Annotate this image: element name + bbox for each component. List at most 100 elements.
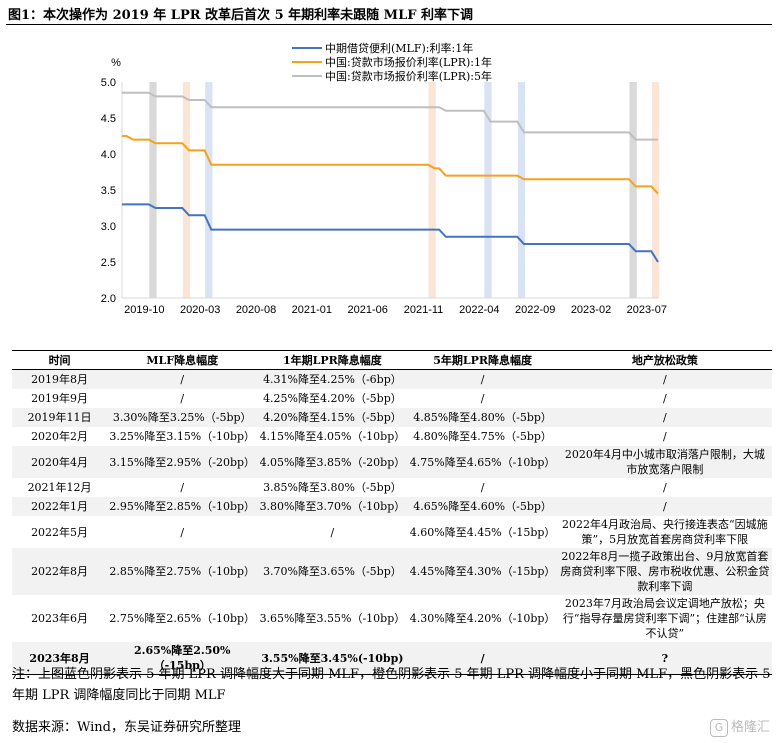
cell-lpr1: 4.25%降至4.20%（-5bp）	[263, 392, 402, 405]
table-row: 2022年1月 2.95%降至2.85%（-10bp） 3.80%降至3.70%（-…	[12, 497, 772, 516]
cell-lpr1: 3.70%降至3.65%（-5bp）	[257, 548, 408, 595]
table-row: 2022年8月 2.85%降至2.75%（-10bp） 3.70%降至3.65%（-…	[12, 548, 772, 595]
cell-policy: /	[662, 430, 667, 443]
cell-mlf: /	[180, 525, 185, 539]
cell-mlf: 2.75%降至2.65%（-10bp）	[109, 612, 256, 625]
series-line-2	[122, 91, 658, 141]
cell-lpr5: 4.80%降至4.75%（-5bp）	[413, 430, 552, 443]
cell-time: 2023年6月	[31, 612, 89, 625]
cell-mlf: 2.95%降至2.85%（-10bp）	[107, 497, 258, 516]
cell-lpr5: 4.45%降至4.30%（-15bp）	[407, 548, 558, 595]
cell-mlf: 3.25%降至3.15%（-10bp）	[109, 430, 256, 443]
table-row: 2019年8月/4.31%降至4.25%（-6bp） / /	[12, 369, 772, 389]
cell-mlf: /	[180, 481, 185, 494]
shade-band-blue	[484, 82, 492, 298]
shade-band-blue	[205, 82, 213, 298]
y-tick-label: 4.5	[101, 113, 116, 125]
cell-time: 2023年8月	[12, 642, 108, 675]
x-tick-label: 2023-07	[627, 304, 667, 316]
cell-policy: 2022年8月一揽子政策出台、9月放宽首套房商贷利率下限、房市税收优惠、公积金贷…	[557, 548, 772, 595]
cell-policy: /	[662, 392, 667, 405]
y-tick-label: 4.0	[101, 149, 116, 161]
y-tick-label: 3.0	[101, 221, 116, 233]
cell-time: 2019年9月	[31, 392, 89, 405]
chart-note: 注：上图蓝色阴影表示 5 年期 LPR 调降幅度大于同期 MLF，橙色阴影表示 …	[12, 667, 771, 703]
lines-layer	[121, 91, 659, 263]
cell-policy: ?	[557, 642, 772, 675]
cell-time: 2022年8月	[12, 548, 108, 595]
x-tick-label: 2021-01	[292, 304, 332, 316]
data-source: 数据来源：Wind，东吴证券研究所整理	[12, 720, 241, 735]
cell-lpr5: 4.75%降至4.65%（-10bp）	[407, 446, 558, 478]
x-tick-label: 2021-11	[404, 304, 444, 316]
shade-layer	[149, 82, 660, 298]
cell-time: 2020年4月	[12, 446, 108, 478]
cell-mlf: /	[107, 369, 258, 389]
cell-policy: /	[557, 369, 772, 389]
y-tick-label: 2.5	[101, 257, 116, 269]
shade-band-orange	[428, 82, 436, 298]
shade-band-black	[149, 82, 157, 298]
header-time: 时间	[12, 350, 108, 370]
cell-lpr1: 4.05%降至3.85%（-20bp）	[257, 446, 408, 478]
x-tick-label: 2020-03	[180, 304, 220, 316]
cell-policy: /	[557, 408, 772, 427]
cell-lpr5: 4.30%降至4.20%（-10bp）	[409, 612, 556, 625]
cell-policy: 2020年4月中小城市取消落户限制，大城市放宽落户限制	[557, 446, 772, 478]
cell-lpr5: 4.60%降至4.45%（-15bp）	[409, 525, 556, 539]
table-row: 2020年2月 3.25%降至3.15%（-10bp） 4.15%降至4.05%（-…	[12, 427, 772, 446]
axes-layer: % 2.0 2.5 3.0 3.5 4.0 4.5 5.0 2019-10 2020-03 2020…	[101, 57, 667, 316]
legend-label: 中国:贷款市场报价利率(LPR):1年	[325, 55, 492, 69]
x-tick-label: 2021-06	[347, 304, 387, 316]
legend-label: 中国:贷款市场报价利率(LPR):5年	[325, 69, 492, 83]
cell-time: 2021年12月	[27, 481, 92, 494]
cell-lpr5: /	[480, 392, 485, 405]
cell-lpr1: 4.31%降至4.25%（-6bp）	[257, 369, 408, 389]
cell-lpr1: 3.80%降至3.70%（-10bp）	[257, 497, 408, 516]
cell-policy: 2022年4月政治局、央行接连表态“因城施策”，5月放宽首套房商贷利率下限	[562, 518, 768, 546]
figure-title: 图1：本次操作为 2019 年 LPR 改革后首次 5 年期利率未跟随 MLF …	[8, 8, 473, 23]
cell-time: 2022年5月	[31, 525, 89, 539]
x-tick-label: 2019-10	[124, 304, 164, 316]
cell-mlf: 3.15%降至2.95%（-20bp）	[107, 446, 258, 478]
y-unit-label: %	[111, 57, 121, 69]
x-tick-label: 2020-08	[236, 304, 276, 316]
shade-band-orange	[182, 82, 191, 298]
cell-policy: /	[662, 481, 667, 494]
x-tick-label: 2022-04	[459, 304, 499, 316]
cell-mlf: 2.65%降至2.50%（-15bp）	[107, 642, 258, 675]
cell-lpr1: 3.65%降至3.55%（-10bp）	[259, 612, 406, 625]
x-tick-label: 2023-02	[571, 304, 611, 316]
table-row: 2019年11日 3.30%降至3.25%（-5bp） 4.20%降至4.15%（-…	[12, 408, 772, 427]
cell-lpr1: 3.55%降至3.45%(-10bp)	[257, 642, 408, 675]
cell-lpr1: /	[330, 525, 335, 539]
watermark: G 格隆汇	[709, 716, 770, 737]
series-line-1	[122, 135, 659, 195]
cell-lpr5: 4.65%降至4.60%（-5bp）	[407, 497, 558, 516]
rate-chart: % 2.0 2.5 3.0 3.5 4.0 4.5 5.0 2019-10 2020-03 2020…	[101, 41, 667, 316]
x-tick-label: 2022-09	[515, 304, 555, 316]
cell-lpr5: 4.85%降至4.80%（-5bp）	[407, 408, 558, 427]
header-policy: 地产放松政策	[557, 350, 772, 370]
rate-cut-table: 时间 MLF降息幅度 1年期LPR降息幅度 5年期LPR降息幅度 地产放松政策 …	[12, 350, 772, 675]
cell-lpr1: 4.15%降至4.05%（-10bp）	[259, 430, 406, 443]
legend: 中期借贷便利(MLF):利率:1年中国:贷款市场报价利率(LPR):1年中国:贷…	[292, 41, 492, 83]
cell-lpr5: /	[407, 369, 558, 389]
table-row: 2019年9月 / 4.25%降至4.20%（-5bp） / /	[12, 389, 772, 408]
cell-mlf: /	[180, 392, 185, 405]
cell-lpr1: 4.20%降至4.15%（-5bp）	[257, 408, 408, 427]
watermark-logo-icon: G	[709, 719, 728, 737]
watermark-text: 格隆汇	[730, 720, 770, 735]
y-tick-label: 2.0	[101, 293, 116, 305]
cell-mlf: 2.85%降至2.75%（-10bp）	[107, 548, 258, 595]
cell-policy: /	[557, 497, 772, 516]
cell-policy: 2023年7月政治局会议定调地产放松；央行“指导存量房贷利率下调”；住建部“认房…	[562, 597, 767, 640]
table-row: 2022年5月 / / 4.60%降至4.45%（-15bp） 2022年4月政治局、央…	[12, 516, 772, 548]
shade-band-blue	[517, 82, 526, 298]
cell-time: 2022年1月	[12, 497, 108, 516]
cell-mlf: 3.30%降至3.25%（-5bp）	[107, 408, 258, 427]
table-header-row: 时间 MLF降息幅度 1年期LPR降息幅度 5年期LPR降息幅度 地产放松政策	[12, 350, 772, 370]
cell-lpr5: /	[407, 642, 558, 675]
cell-lpr5: /	[480, 481, 485, 494]
table-row: 2023年6月 2.75%降至2.65%（-10bp） 3.65%降至3.55%（-…	[12, 595, 772, 642]
